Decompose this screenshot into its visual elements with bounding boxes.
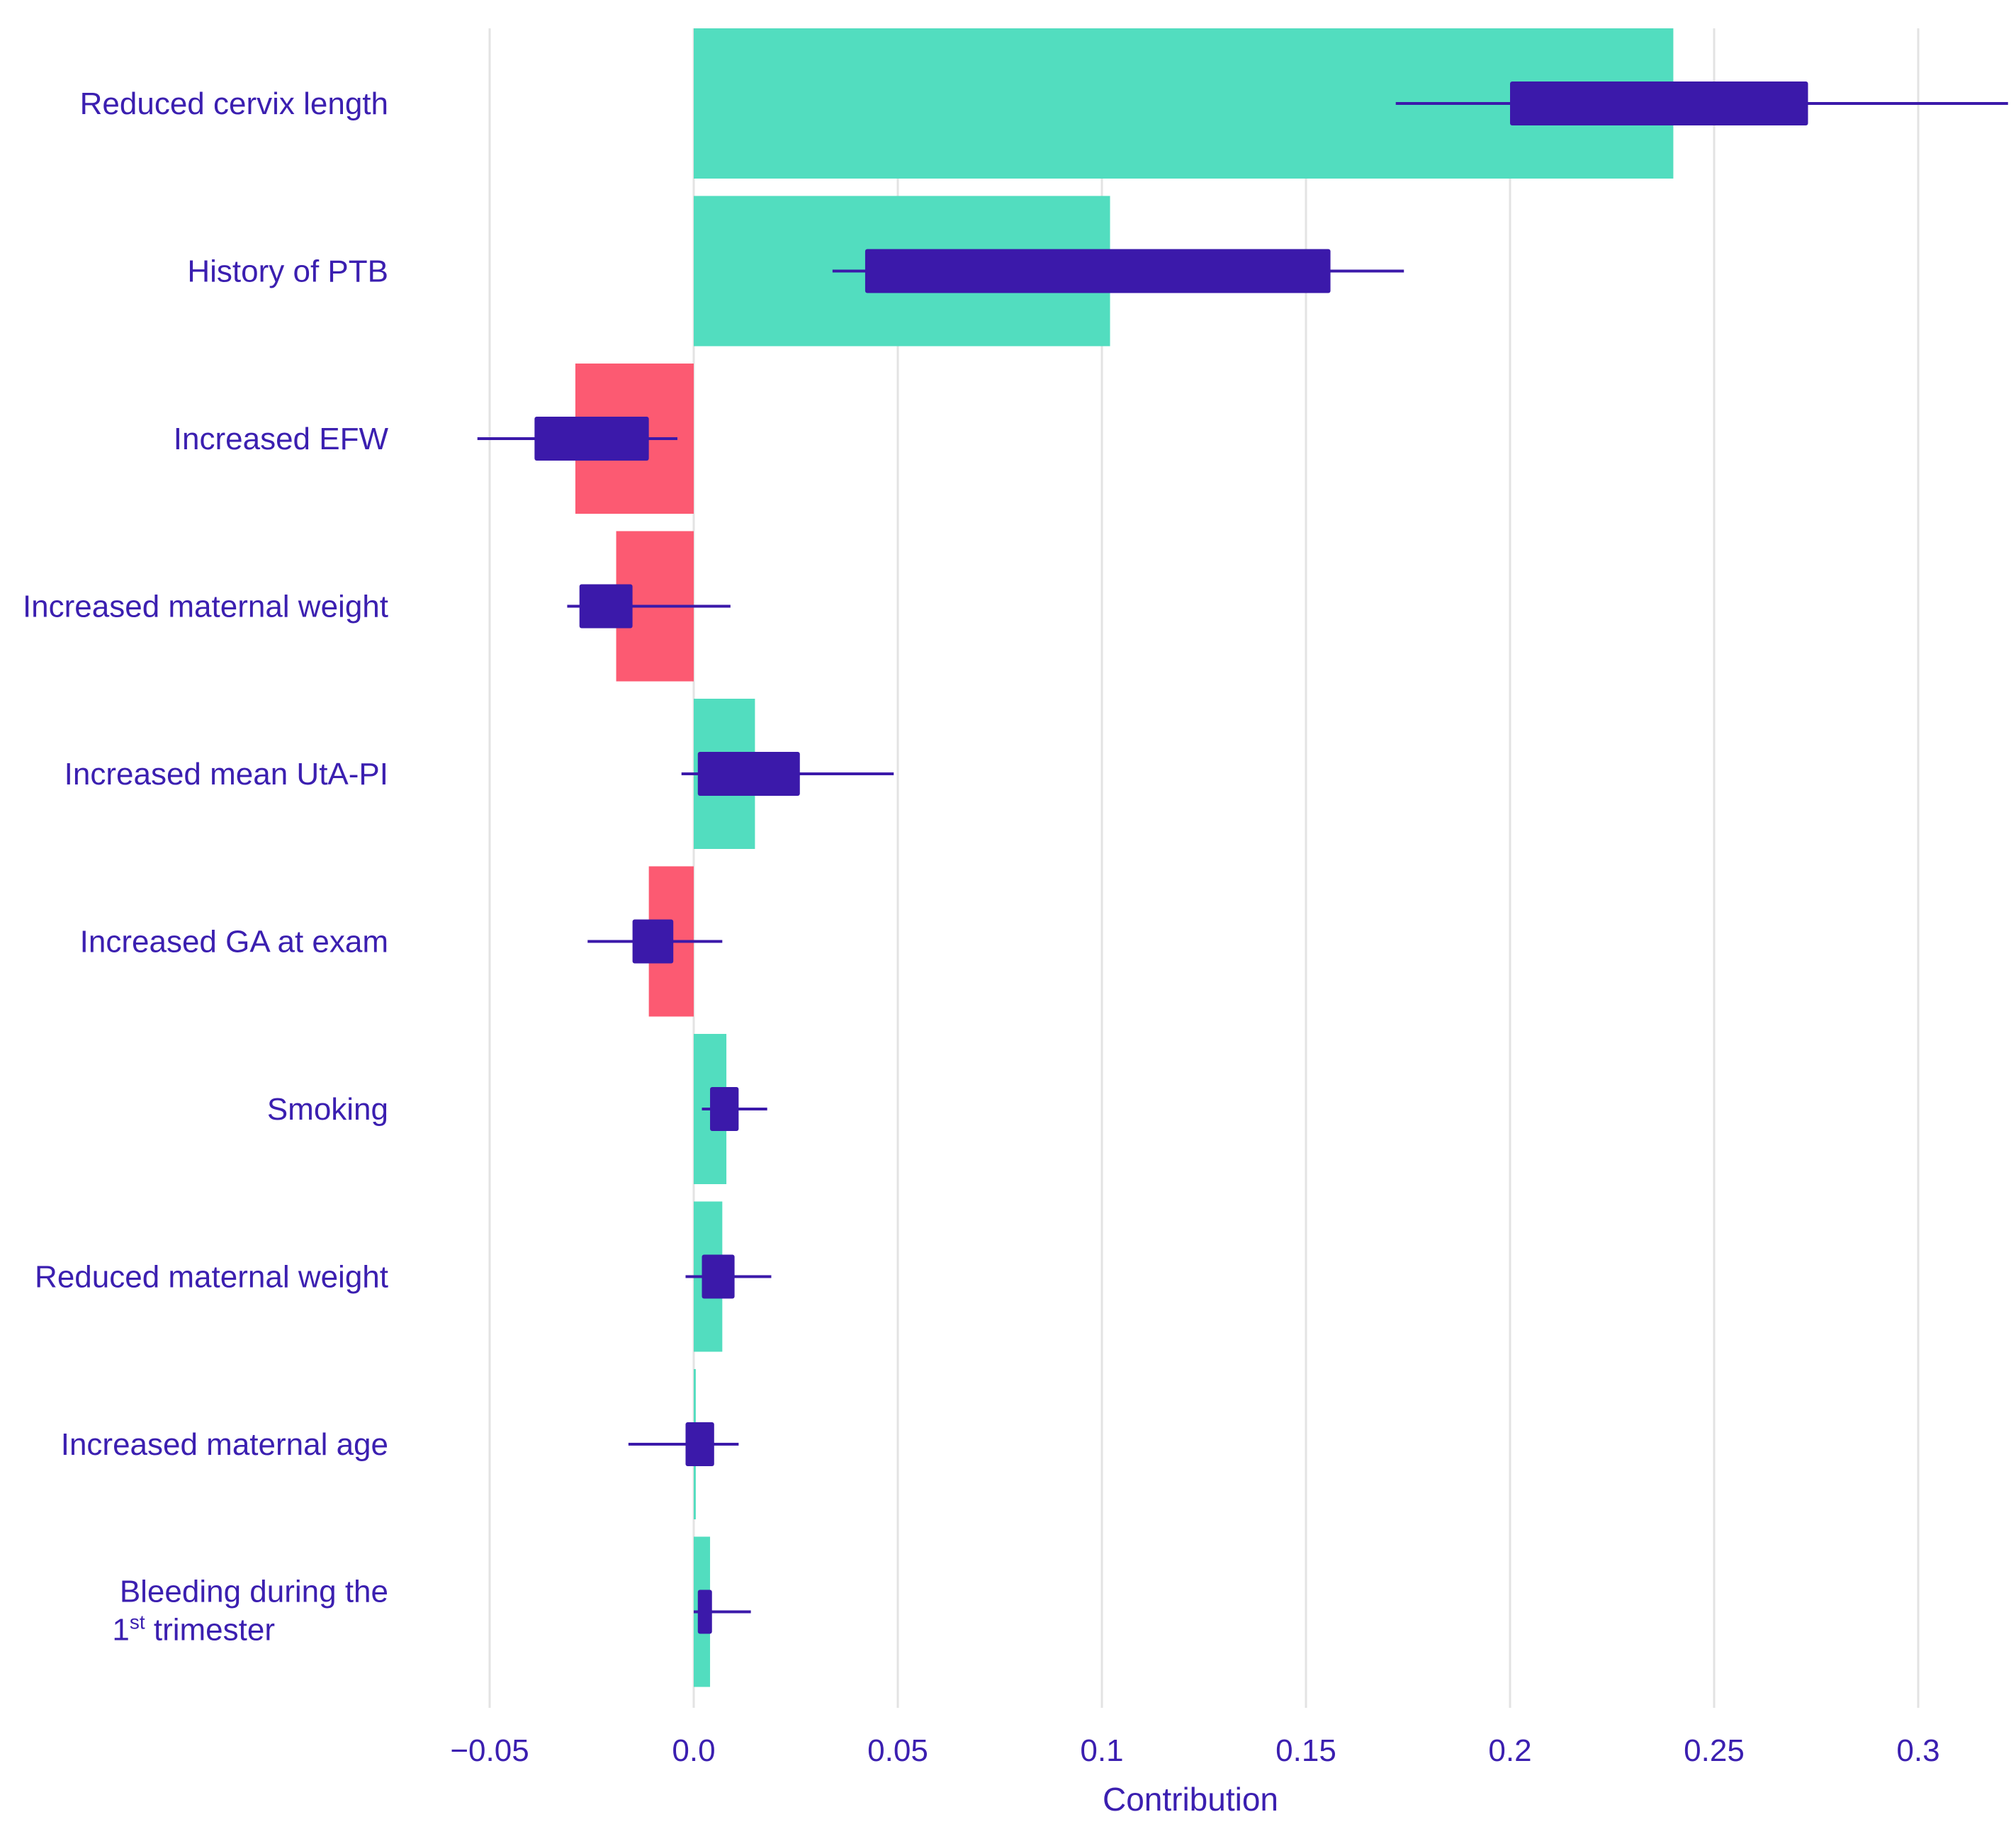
feature-label-line: Bleeding during the <box>120 1575 388 1609</box>
feature-label-superscript: st <box>130 1611 145 1633</box>
uncertainty-boxes <box>477 81 2008 1634</box>
uncertainty-box <box>632 919 674 964</box>
x-tick-label: 0.05 <box>867 1733 928 1768</box>
feature-label: History of PTB <box>187 254 388 289</box>
feature-label: Increased mean UtA-PI <box>64 757 388 792</box>
uncertainty-box <box>702 1254 735 1299</box>
x-axis-title: Contribution <box>1103 1781 1278 1818</box>
x-tick-label: 0.3 <box>1896 1733 1939 1768</box>
feature-label: Bleeding during the 1st trimester <box>112 1575 388 1648</box>
uncertainty-box <box>685 1422 714 1466</box>
x-tick-label: 0.25 <box>1684 1733 1745 1768</box>
feature-labels: Reduced cervix length History of PTB Incre… <box>23 86 389 1648</box>
feature-label: Increased GA at exam <box>80 925 388 959</box>
x-tick-label: −0.05 <box>450 1733 529 1768</box>
uncertainty-box <box>697 752 800 796</box>
uncertainty-box <box>697 1589 712 1634</box>
feature-label: Smoking <box>267 1092 388 1127</box>
x-tick-label: 0.15 <box>1276 1733 1336 1768</box>
feature-label: Reduced maternal weight <box>35 1260 388 1295</box>
feature-label: Reduced cervix length <box>80 86 388 121</box>
feature-label: Increased EFW <box>174 422 389 456</box>
feature-label-line: trimester <box>145 1613 275 1648</box>
uncertainty-box <box>579 584 633 629</box>
feature-label: Increased maternal age <box>61 1427 388 1462</box>
uncertainty-box <box>1510 81 1808 125</box>
feature-label: Increased maternal weight <box>23 590 388 624</box>
x-tick-label: 0.0 <box>672 1733 715 1768</box>
feature-label-line: 1 <box>112 1613 129 1648</box>
uncertainty-box <box>710 1087 739 1131</box>
uncertainty-box <box>865 249 1331 293</box>
x-tick-label: 0.2 <box>1488 1733 1531 1768</box>
x-axis-ticks: −0.05 0.0 0.05 0.1 0.15 0.2 0.25 0.3 <box>450 1733 1939 1768</box>
uncertainty-box <box>534 417 649 461</box>
x-tick-label: 0.1 <box>1080 1733 1123 1768</box>
